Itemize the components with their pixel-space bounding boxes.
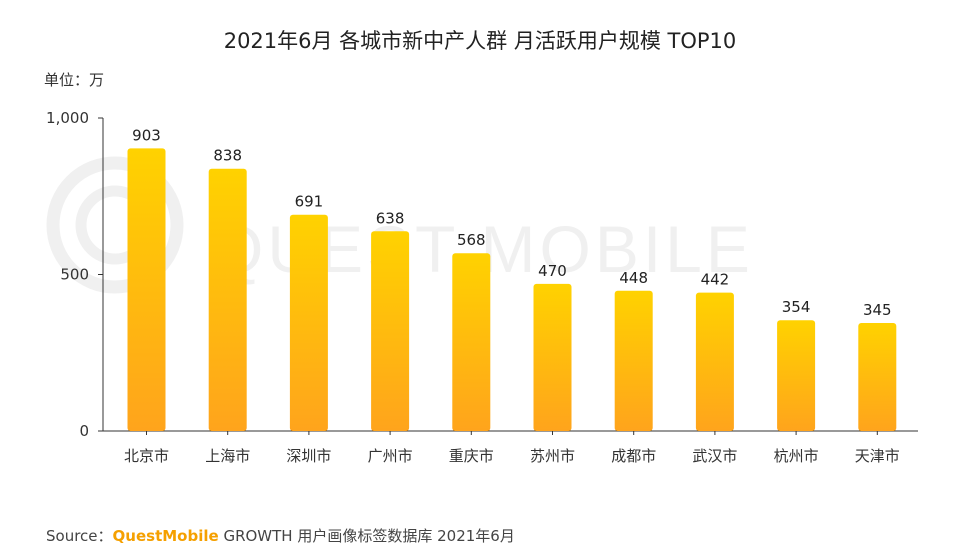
category-label: 武汉市 bbox=[692, 447, 737, 465]
bar-value-label: 448 bbox=[619, 269, 648, 287]
y-tick-label: 0 bbox=[79, 422, 89, 440]
category-label: 深圳市 bbox=[286, 447, 331, 465]
category-label: 苏州市 bbox=[530, 447, 575, 465]
bar-value-label: 638 bbox=[376, 209, 405, 227]
category-label: 北京市 bbox=[124, 447, 169, 465]
y-tick-label: 1,000 bbox=[46, 109, 89, 127]
category-label: 重庆市 bbox=[449, 447, 494, 465]
category-label: 成都市 bbox=[611, 447, 656, 465]
bar bbox=[858, 323, 897, 431]
source-prefix: Source： bbox=[46, 527, 113, 545]
bar bbox=[777, 320, 816, 431]
bar bbox=[695, 292, 734, 431]
chart-title: 2021年6月 各城市新中产人群 月活跃用户规模 TOP10 bbox=[224, 29, 737, 53]
bar-value-label: 345 bbox=[863, 301, 892, 319]
bar bbox=[614, 290, 653, 431]
source-suffix: GROWTH 用户画像标签数据库 2021年6月 bbox=[219, 527, 515, 545]
y-ticks: 0 500 1,000 bbox=[46, 109, 103, 440]
bar-value-label: 442 bbox=[701, 271, 730, 289]
category-label: 杭州市 bbox=[774, 447, 819, 465]
source-brand: QuestMobile bbox=[113, 527, 219, 545]
source-line: Source：QuestMobile GROWTH 用户画像标签数据库 2021… bbox=[46, 527, 515, 545]
bar-value-label: 838 bbox=[213, 147, 242, 165]
bar bbox=[127, 148, 166, 431]
watermark-ring-outer bbox=[46, 156, 184, 294]
category-label: 广州市 bbox=[368, 447, 413, 465]
value-labels: 903 838 691 638 568 470 448 442 354 345 bbox=[132, 126, 891, 319]
bar bbox=[452, 253, 491, 431]
bar bbox=[533, 283, 572, 431]
category-label: 天津市 bbox=[855, 447, 900, 465]
bar bbox=[371, 231, 410, 431]
unit-label: 单位：万 bbox=[44, 71, 104, 89]
bar-value-label: 470 bbox=[538, 262, 567, 280]
bar-value-label: 354 bbox=[782, 298, 811, 316]
bar bbox=[289, 214, 328, 431]
y-tick-label: 500 bbox=[60, 266, 89, 284]
bar-value-label: 903 bbox=[132, 126, 161, 144]
bar bbox=[208, 168, 247, 431]
bar-value-label: 568 bbox=[457, 231, 486, 249]
category-label: 上海市 bbox=[205, 447, 250, 465]
category-labels: 北京市 上海市 深圳市 广州市 重庆市 苏州市 成都市 武汉市 杭州市 天津市 bbox=[124, 431, 900, 465]
bars bbox=[127, 148, 897, 431]
bar-value-label: 691 bbox=[295, 193, 324, 211]
